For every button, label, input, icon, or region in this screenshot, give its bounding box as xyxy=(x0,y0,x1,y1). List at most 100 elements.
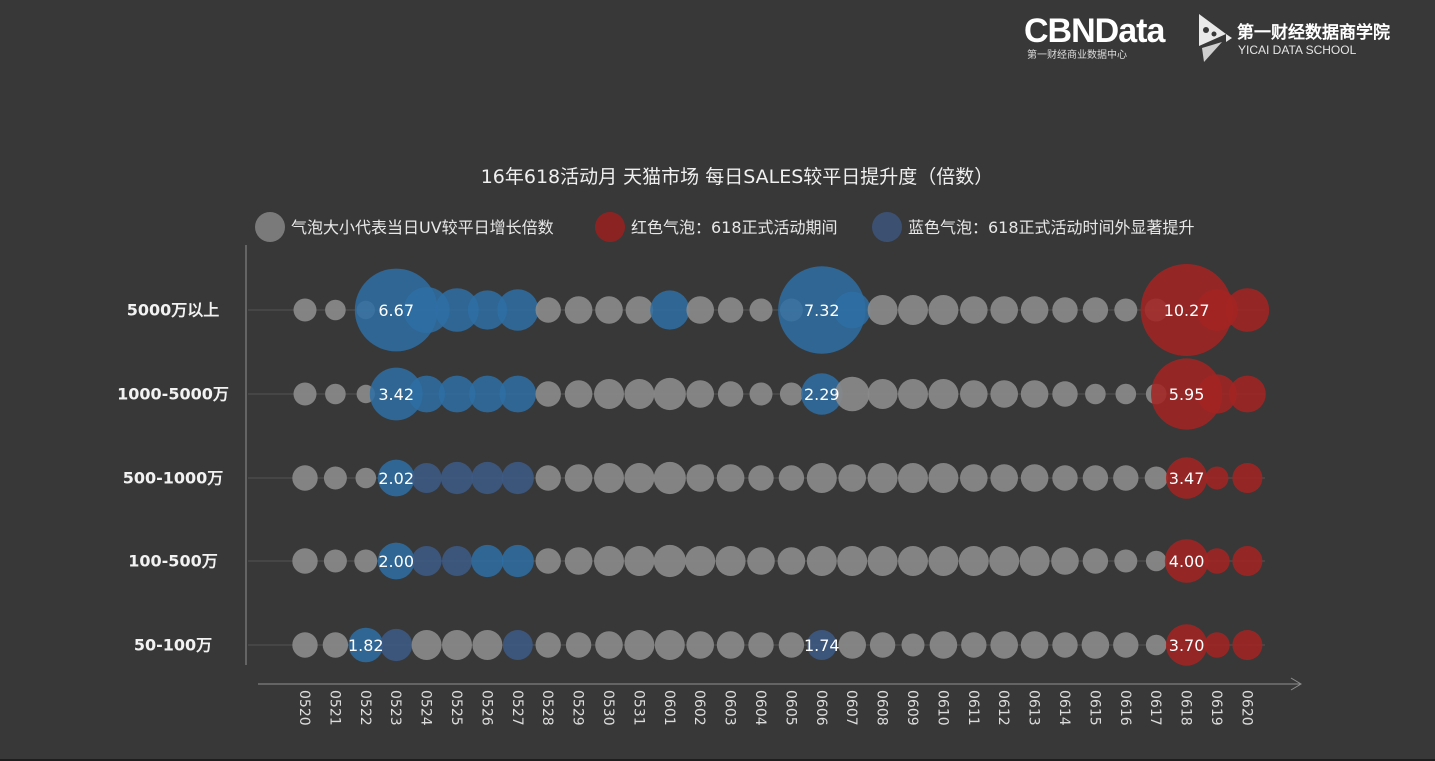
bubble xyxy=(624,630,655,660)
x-tick-label: 0611 xyxy=(965,690,981,726)
bubble xyxy=(749,298,773,322)
bubble xyxy=(435,288,479,332)
x-tick-label: 0608 xyxy=(874,690,890,726)
bubble xyxy=(833,291,871,329)
cbndata-logo-text: CBNData xyxy=(1024,12,1165,50)
y-tick-label: 50-100万 xyxy=(134,636,212,655)
bubble xyxy=(1020,380,1049,408)
bubble xyxy=(1115,383,1137,405)
bubble xyxy=(685,546,716,576)
bubble xyxy=(499,375,537,413)
bubble xyxy=(1052,381,1078,407)
bubble xyxy=(564,547,593,575)
bubble xyxy=(408,375,445,413)
bubble xyxy=(624,463,655,493)
bubble-value-label: 3.42 xyxy=(378,385,414,404)
bubble xyxy=(535,548,561,574)
bubble-value-label: 7.32 xyxy=(804,301,840,320)
bubble xyxy=(535,297,561,323)
bubble xyxy=(440,461,474,495)
bubble xyxy=(928,546,959,576)
bubble xyxy=(322,632,349,658)
bubble-value-label: 2.29 xyxy=(804,385,840,404)
bubble xyxy=(535,632,561,658)
x-tick-label: 0525 xyxy=(448,690,464,726)
x-tick-label: 0619 xyxy=(1208,690,1224,726)
x-tick-label: 0602 xyxy=(691,690,707,726)
bubble xyxy=(564,296,593,324)
bubble xyxy=(442,546,472,576)
bubble xyxy=(1113,465,1139,491)
bubble xyxy=(1165,624,1208,666)
x-tick-label: 0609 xyxy=(904,690,920,726)
x-tick-label: 0614 xyxy=(1056,690,1072,726)
x-tick-label: 0615 xyxy=(1086,690,1102,726)
bubble xyxy=(1225,288,1270,332)
bubble xyxy=(380,628,413,662)
bubble xyxy=(749,382,773,406)
bubble xyxy=(867,463,898,493)
bubble xyxy=(292,548,318,574)
bubble xyxy=(686,464,714,492)
bubble xyxy=(929,631,958,659)
bubble xyxy=(1113,632,1139,658)
x-tick-label: 0607 xyxy=(843,690,859,726)
legend-label: 气泡大小代表当日UV较平日增长倍数 xyxy=(291,218,554,237)
bubble xyxy=(293,298,317,322)
chart-legend: 气泡大小代表当日UV较平日增长倍数 红色气泡：618正式活动期间 蓝色气泡：618正… xyxy=(255,212,1195,242)
bubble-value-label: 2.00 xyxy=(378,552,414,571)
bubble xyxy=(1052,632,1078,658)
bubble xyxy=(1114,298,1138,322)
x-tick-label: 0529 xyxy=(570,690,586,726)
x-tick-label: 0523 xyxy=(387,690,403,726)
bubble xyxy=(594,379,624,409)
bubble xyxy=(292,465,318,491)
bubble-value-label: 3.47 xyxy=(1169,469,1205,488)
x-tick-label: 0620 xyxy=(1238,690,1254,726)
bubble-value-label: 6.67 xyxy=(378,301,414,320)
bottom-border xyxy=(0,759,1435,761)
bubble xyxy=(1204,548,1230,574)
bubble xyxy=(960,380,988,408)
bubble-value-label: 1.82 xyxy=(348,636,384,655)
bubble xyxy=(1145,634,1167,656)
x-tick-label: 0524 xyxy=(418,690,434,726)
bubble xyxy=(869,632,896,658)
bubble xyxy=(1197,374,1237,414)
bubble xyxy=(1082,297,1109,323)
bubble xyxy=(779,382,803,406)
bubble xyxy=(1051,547,1079,575)
legend-marker xyxy=(872,212,902,242)
bubble xyxy=(686,380,714,408)
bubble xyxy=(293,382,317,406)
bubble xyxy=(323,466,347,490)
bubble xyxy=(806,546,837,576)
bubble xyxy=(778,266,866,354)
bubble xyxy=(564,464,593,492)
bubble xyxy=(565,632,592,658)
bubble xyxy=(1020,631,1049,659)
legend-label: 蓝色气泡：618正式活动时间外显著提升 xyxy=(908,218,1195,237)
bubble xyxy=(1144,466,1168,490)
bubble xyxy=(411,546,442,576)
bubble xyxy=(777,547,806,575)
bubble xyxy=(928,379,959,409)
bubble xyxy=(467,290,507,330)
bubble xyxy=(355,467,377,489)
bubble xyxy=(1204,632,1230,658)
bubble xyxy=(1232,630,1263,660)
x-tick-label: 0526 xyxy=(478,690,494,726)
bubble xyxy=(990,380,1018,408)
bubble xyxy=(472,630,503,660)
value-labels-layer: 6.67 7.32 10.27 3.42 2.29 5.95 2.02 3.47 2.00 4.0… xyxy=(348,301,1210,655)
cbndata-tagline: 第一财经商业数据中心 xyxy=(1027,50,1127,61)
bubble xyxy=(1205,466,1229,490)
x-tick-label: 0617 xyxy=(1147,690,1163,726)
bubble xyxy=(438,375,476,413)
bubble xyxy=(838,631,866,659)
bubble xyxy=(354,549,378,573)
x-tick-label: 0527 xyxy=(509,690,525,726)
bubble xyxy=(898,463,928,493)
bubble xyxy=(990,631,1018,659)
y-axis-labels: 5000万以上 1000-5000万 500-1000万 100-500万 50-100… xyxy=(117,301,229,655)
